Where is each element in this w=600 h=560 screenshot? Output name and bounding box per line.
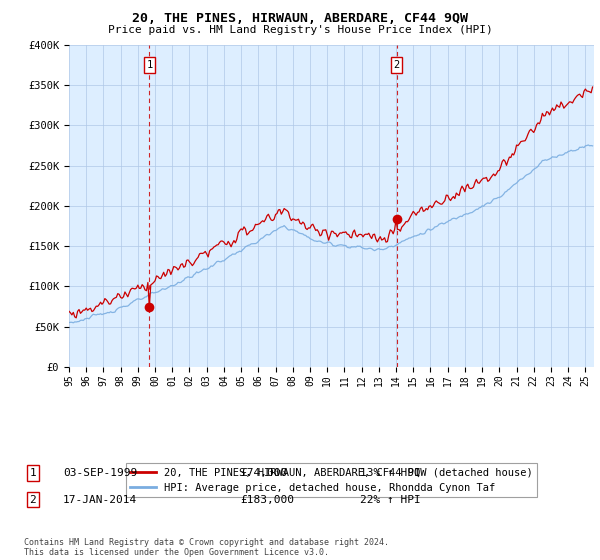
Text: 22% ↑ HPI: 22% ↑ HPI [360, 494, 421, 505]
Text: 13% ↑ HPI: 13% ↑ HPI [360, 468, 421, 478]
Text: 1: 1 [29, 468, 37, 478]
Text: Price paid vs. HM Land Registry's House Price Index (HPI): Price paid vs. HM Land Registry's House … [107, 25, 493, 35]
Text: Contains HM Land Registry data © Crown copyright and database right 2024.
This d: Contains HM Land Registry data © Crown c… [24, 538, 389, 557]
Text: £74,000: £74,000 [240, 468, 287, 478]
Text: 2: 2 [29, 494, 37, 505]
Text: 1: 1 [146, 60, 152, 70]
Legend: 20, THE PINES, HIRWAUN, ABERDARE, CF44 9QW (detached house), HPI: Average price,: 20, THE PINES, HIRWAUN, ABERDARE, CF44 9… [126, 463, 537, 497]
Text: 03-SEP-1999: 03-SEP-1999 [63, 468, 137, 478]
Text: 2: 2 [394, 60, 400, 70]
Text: 20, THE PINES, HIRWAUN, ABERDARE, CF44 9QW: 20, THE PINES, HIRWAUN, ABERDARE, CF44 9… [132, 12, 468, 25]
Text: £183,000: £183,000 [240, 494, 294, 505]
Text: 17-JAN-2014: 17-JAN-2014 [63, 494, 137, 505]
